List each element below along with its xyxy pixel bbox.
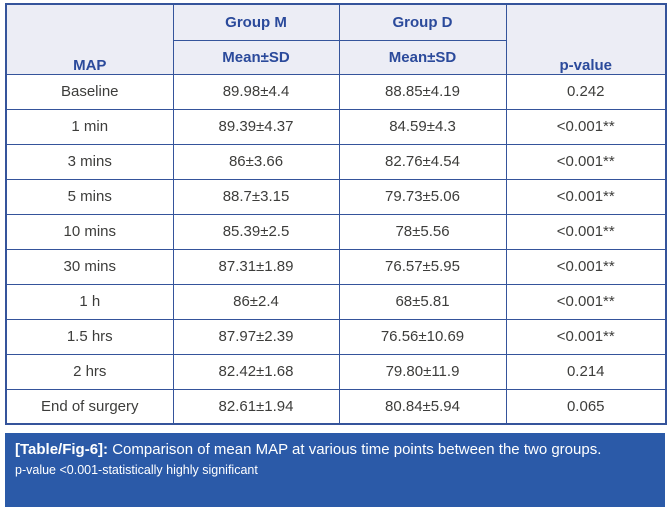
group-m-value: 89.98±4.4 [172, 73, 340, 110]
group-d-value: 68±5.81 [338, 283, 507, 320]
p-value-cell: <0.001** [505, 213, 667, 250]
row-label-cell: End of surgery [5, 388, 174, 425]
row-label-cell: 10 mins [5, 213, 174, 250]
p-value-cell: <0.001** [505, 283, 667, 320]
group-d-value: 79.80±11.9 [338, 353, 507, 390]
table-row: 3 mins 86±3.66 82.76±4.54 <0.001** [5, 143, 667, 180]
caption-text: Comparison of mean MAP at various time p… [108, 441, 602, 458]
caption-label: [Table/Fig-6]: [15, 441, 109, 458]
p-value-cell: <0.001** [505, 318, 667, 355]
row-label-cell: Baseline [5, 73, 174, 110]
table-row: 1.5 hrs 87.97±2.39 76.56±10.69 <0.001** [5, 318, 667, 355]
group-d-value: 76.57±5.95 [338, 248, 507, 285]
row-label-cell: 1 h [5, 283, 174, 320]
row-label-cell: 3 mins [5, 143, 174, 180]
group-d-value: 88.85±4.19 [338, 73, 507, 110]
group-m-value: 82.61±1.94 [172, 388, 340, 425]
group-m-value: 87.31±1.89 [172, 248, 340, 285]
subheader-mean-sd-d: Mean±SD [338, 39, 507, 75]
group-d-value: 84.59±4.3 [338, 108, 507, 145]
group-d-value: 76.56±10.69 [338, 318, 507, 355]
table-row: 30 mins 87.31±1.89 76.57±5.95 <0.001** [5, 248, 667, 285]
group-d-value: 79.73±5.06 [338, 178, 507, 215]
table-row: End of surgery 82.61±1.94 80.84±5.94 0.0… [5, 388, 667, 425]
column-header-map: MAP [5, 3, 174, 75]
group-m-value: 82.42±1.68 [172, 353, 340, 390]
p-value-cell: 0.065 [505, 388, 667, 425]
group-m-value: 89.39±4.37 [172, 108, 340, 145]
map-comparison-table: MAP Group M Group D p-value Mean±SD Mean… [5, 3, 667, 425]
p-value-cell: <0.001** [505, 108, 667, 145]
row-label-cell: 1.5 hrs [5, 318, 174, 355]
group-m-value: 88.7±3.15 [172, 178, 340, 215]
row-label-cell: 30 mins [5, 248, 174, 285]
caption-footnote: p-value <0.001-statistically highly sign… [15, 462, 258, 477]
subheader-mean-sd-m: Mean±SD [172, 39, 340, 75]
table-row: 2 hrs 82.42±1.68 79.80±11.9 0.214 [5, 353, 667, 390]
group-m-value: 86±3.66 [172, 143, 340, 180]
group-m-value: 85.39±2.5 [172, 213, 340, 250]
column-header-group-d: Group D [338, 3, 507, 41]
row-label-cell: 1 min [5, 108, 174, 145]
table-row: 10 mins 85.39±2.5 78±5.56 <0.001** [5, 213, 667, 250]
header-row-groups: MAP Group M Group D p-value [5, 3, 667, 75]
group-m-value: 87.97±2.39 [172, 318, 340, 355]
group-d-value: 78±5.56 [338, 213, 507, 250]
row-label-cell: 5 mins [5, 178, 174, 215]
table-caption: [Table/Fig-6]: Comparison of mean MAP at… [15, 440, 655, 460]
header-row-mean-sd: Mean±SD Mean±SD [6, 39, 666, 75]
p-value-cell: <0.001** [505, 248, 667, 285]
column-header-group-m: Group M [172, 3, 340, 41]
group-m-value: 86±2.4 [172, 283, 340, 320]
p-value-cell: 0.242 [505, 73, 667, 110]
row-label-cell: 2 hrs [5, 353, 174, 390]
table-caption-bar: [Table/Fig-6]: Comparison of mean MAP at… [5, 433, 665, 507]
table-row: Baseline 89.98±4.4 88.85±4.19 0.242 [5, 73, 667, 110]
p-value-cell: <0.001** [505, 143, 667, 180]
table-row: 5 mins 88.7±3.15 79.73±5.06 <0.001** [5, 178, 667, 215]
p-value-cell: 0.214 [505, 353, 667, 390]
table-row: 1 min 89.39±4.37 84.59±4.3 <0.001** [5, 108, 667, 145]
p-value-cell: <0.001** [505, 178, 667, 215]
group-d-value: 82.76±4.54 [338, 143, 507, 180]
column-header-p-value: p-value [505, 3, 667, 75]
table-row: 1 h 86±2.4 68±5.81 <0.001** [5, 283, 667, 320]
group-d-value: 80.84±5.94 [338, 388, 507, 425]
